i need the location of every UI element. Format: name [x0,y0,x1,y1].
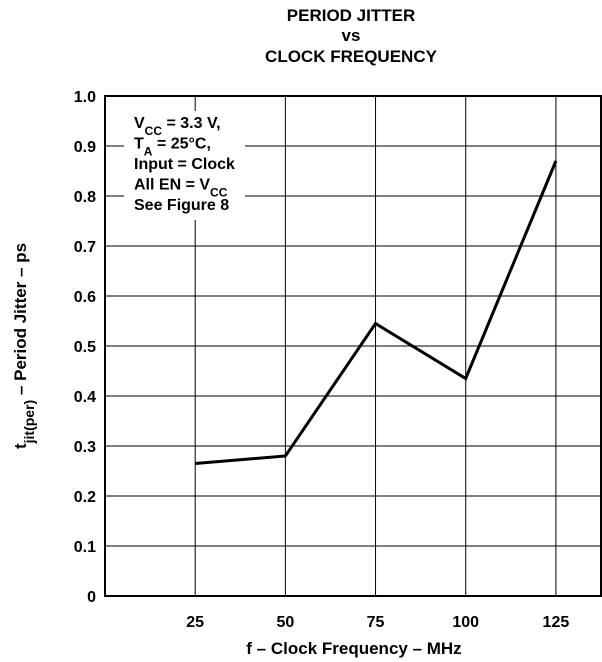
annotation-text: T [134,136,144,153]
y-tick-label: 0.3 [74,439,96,456]
annotation-subscript: CC [210,186,228,200]
x-tick-label: 100 [452,614,479,631]
annotation-box [124,111,245,220]
y-tick-label: 0.6 [74,289,96,306]
annotation-text: Input = Clock [134,156,235,173]
tick-labels: 0 0.1 0.2 0.3 0.4 0.5 0.6 0.7 0.8 0.9 1.0 25 50 75 100… [74,89,570,631]
annotation-line: All EN = VCC [134,177,228,200]
x-tick-label: 75 [367,614,385,631]
annotation-text: All EN = V [134,177,210,194]
chart-title-line: vs [342,26,361,45]
y-tick-label: 0.1 [74,539,96,556]
y-tick-label: 0.2 [74,489,96,506]
annotation-text: = 25°C, [152,136,210,153]
y-tick-label: 0.9 [74,139,96,156]
series-line [195,160,558,465]
y-tick-label: 0.7 [74,239,96,256]
x-tick-label: 125 [543,614,570,631]
annotation-subscript: CC [145,124,163,138]
y-axis-label: tjit(per) – Period Jitter – ps [11,243,37,449]
annotation-subscript: A [144,145,153,159]
annotation-text: V [134,115,145,132]
x-axis-label: f – Clock Frequency – MHz [246,639,461,658]
y-axis-label-rest: – Period Jitter – ps [11,243,30,400]
annotation-line: Input = Clock [134,156,235,173]
y-tick-label: 0.5 [74,339,96,356]
annotation-text: = 3.3 V, [162,115,221,132]
y-tick-label: 0 [87,589,96,606]
annotation-line: VCC = 3.3 V, [134,115,221,138]
x-tick-label: 25 [186,614,204,631]
plot-frame [104,95,602,597]
annotation-text: See Figure 8 [134,197,229,214]
chart-title-line: CLOCK FREQUENCY [265,47,438,66]
series [195,160,558,465]
grid [105,96,601,596]
y-axis-label-main: t [11,443,30,449]
y-axis-label-sub: jit(per) [21,400,37,445]
annotation-line: See Figure 8 [134,197,229,214]
chart-title: PERIOD JITTER vs CLOCK FREQUENCY [265,6,438,66]
annotation-line: TA = 25°C, [134,136,211,159]
chart-title-line: PERIOD JITTER [287,6,415,25]
y-tick-label: 1.0 [74,89,96,106]
y-tick-label: 0.8 [74,189,96,206]
x-tick-label: 50 [276,614,294,631]
y-tick-label: 0.4 [74,389,96,406]
